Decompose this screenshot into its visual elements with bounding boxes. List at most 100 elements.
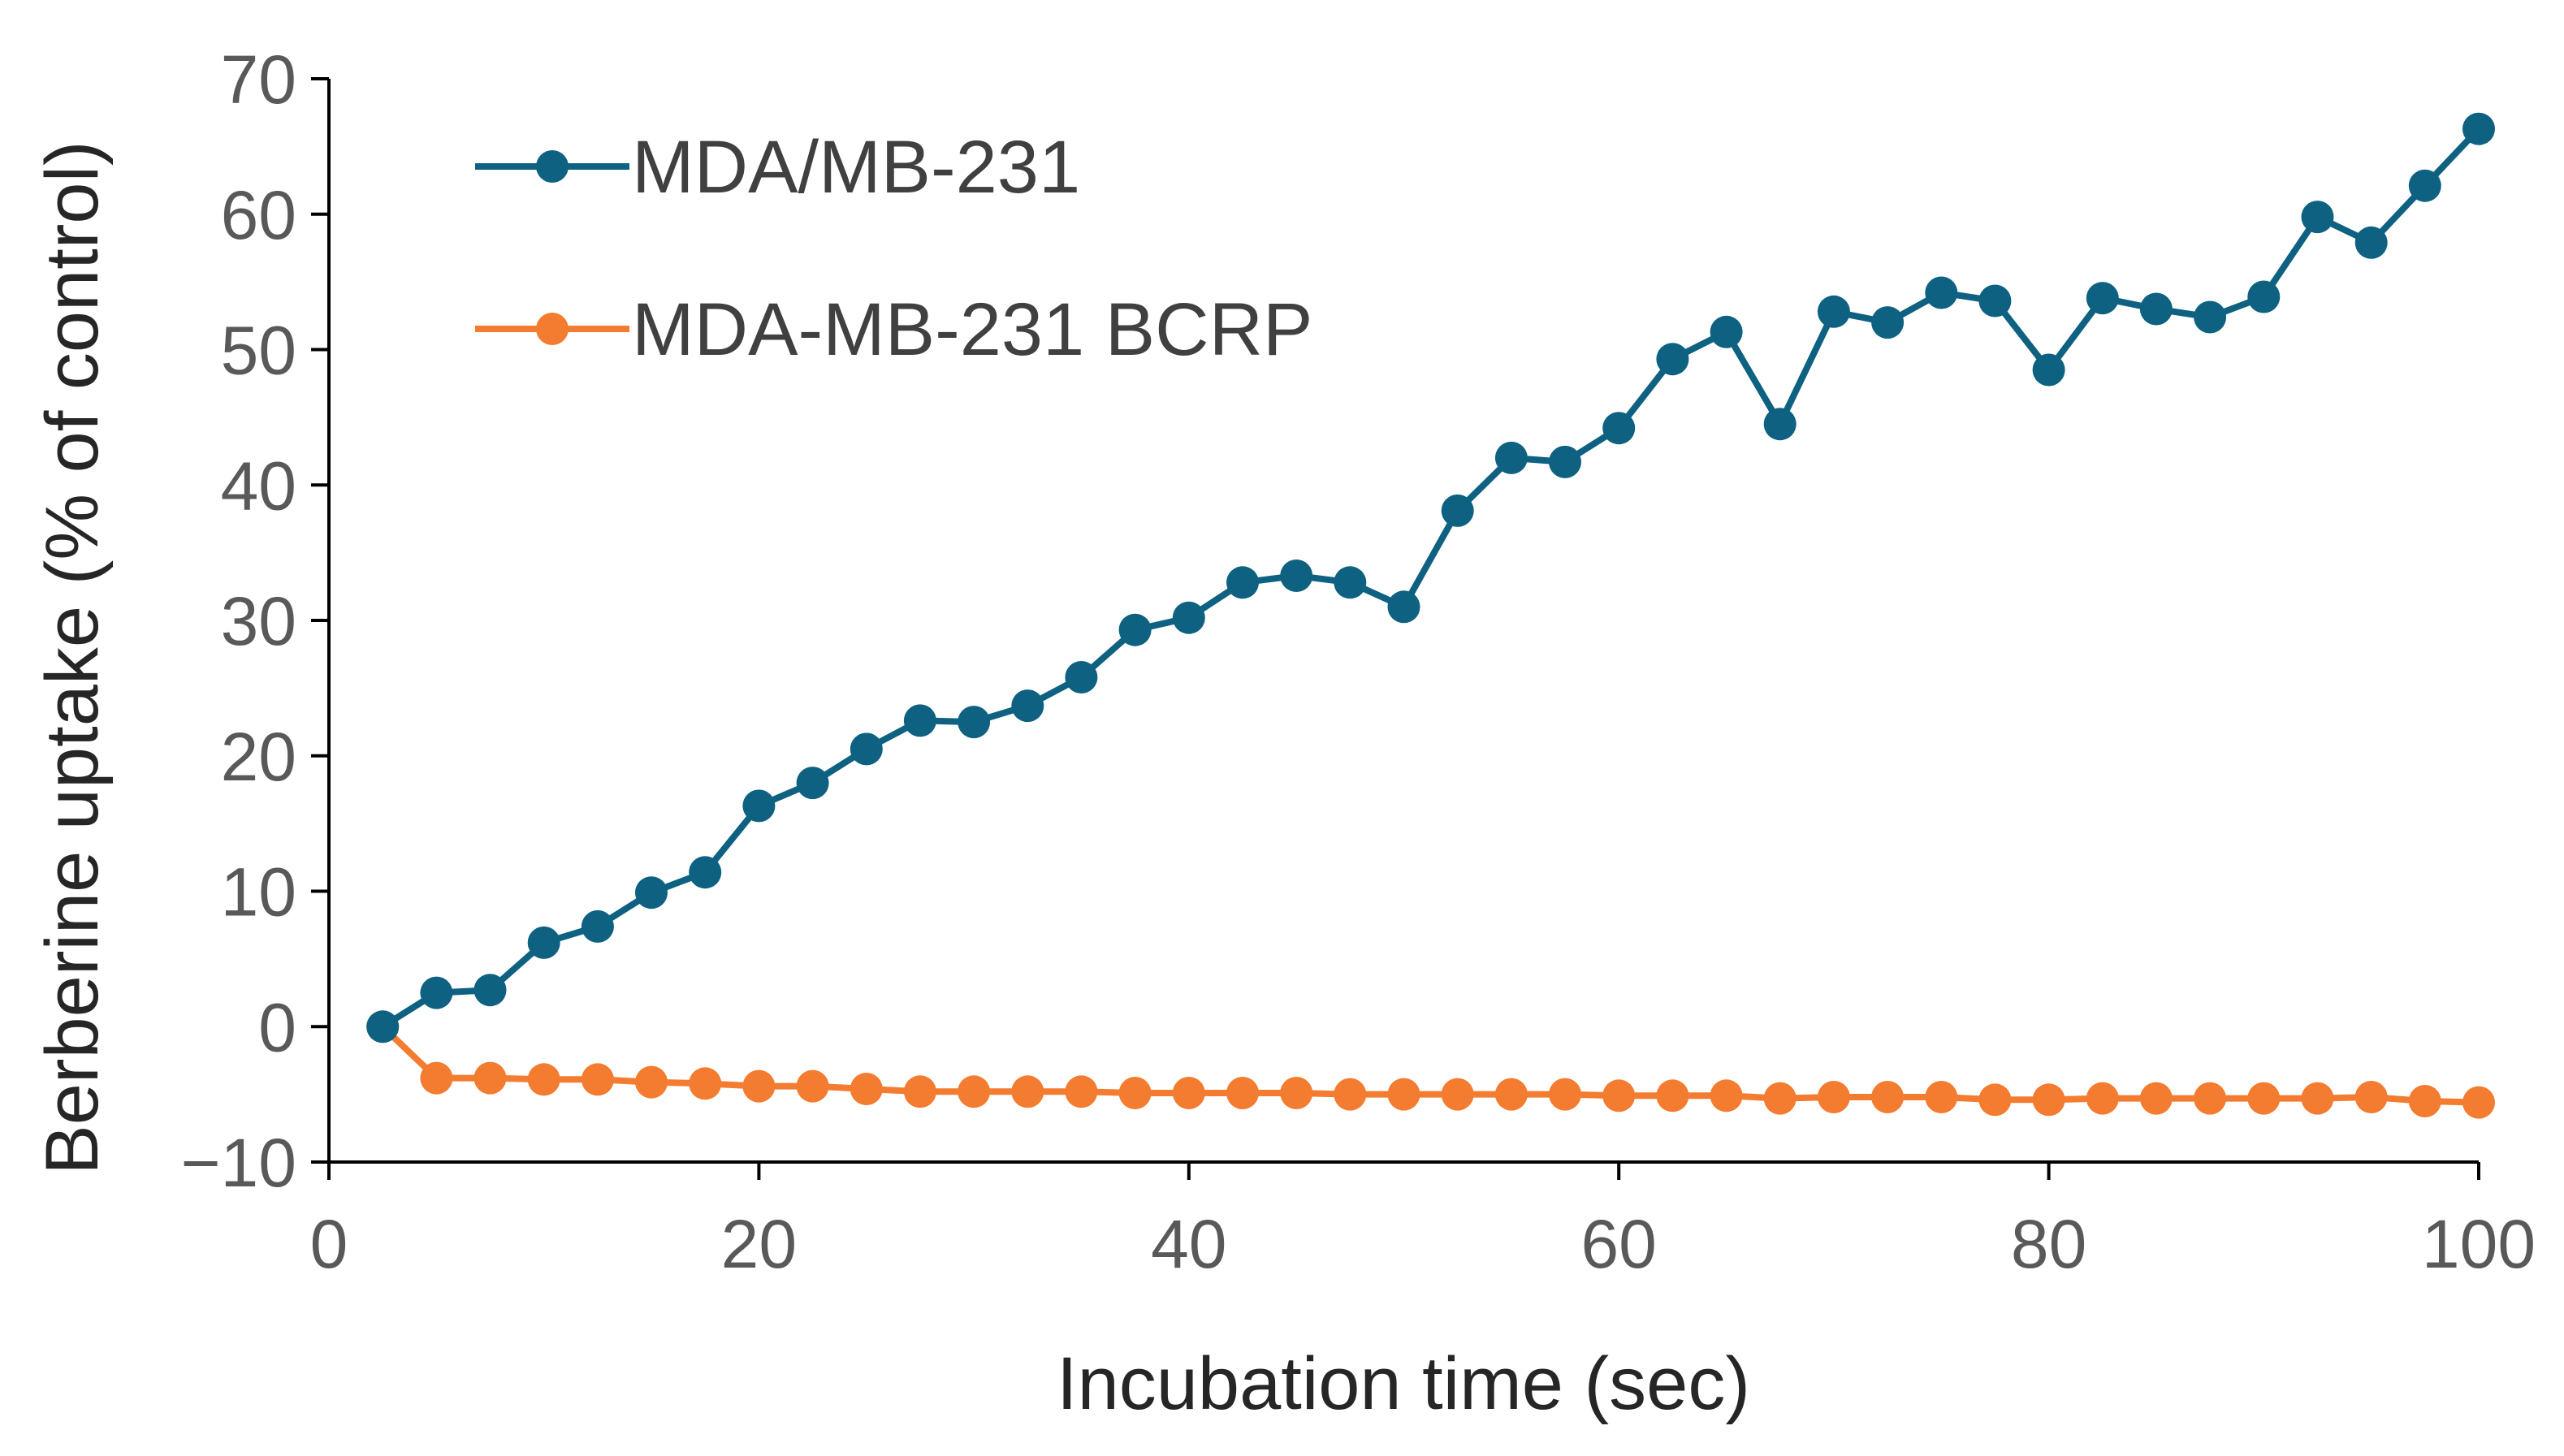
data-point: [1226, 1077, 1259, 1109]
data-point: [581, 1063, 614, 1096]
data-point: [2301, 1082, 2334, 1115]
data-point: [2462, 112, 2495, 145]
data-point: [1494, 1078, 1528, 1111]
data-point: [1925, 1081, 1958, 1113]
data-point: [473, 974, 507, 1007]
data-point: [1172, 1077, 1205, 1109]
series-line: [381, 126, 2481, 1030]
legend-marker: [536, 150, 569, 183]
legend: MDA/MB-231 MDA-MB-231 BCRP: [475, 126, 1312, 371]
data-point: [1817, 295, 1850, 328]
data-point: [2194, 300, 2227, 334]
data-point: [1602, 412, 1636, 445]
data-point: [1710, 1079, 1743, 1113]
data-point: [1280, 1077, 1313, 1109]
data-point: [1978, 1083, 2012, 1117]
data-point: [796, 1069, 829, 1103]
y-axis-title: Berberine uptake (% of control): [31, 140, 114, 1174]
data-point: [581, 909, 614, 943]
data-point: [2462, 1086, 2495, 1119]
data-point: [1656, 343, 1689, 376]
data-point: [1334, 566, 1367, 599]
data-point: [796, 767, 829, 800]
series-mda-mb-231-bcrp: [366, 1010, 2495, 1119]
data-point: [2086, 282, 2119, 315]
y-tick-label: −10: [181, 1125, 297, 1201]
data-point: [1387, 590, 1420, 624]
data-point: [850, 732, 883, 766]
data-point: [1441, 494, 1474, 527]
x-axis-ticks: 0 20 40 60 80 100: [310, 1162, 2536, 1282]
data-point: [1763, 1082, 1797, 1115]
data-point: [1118, 613, 1152, 646]
data-point: [1925, 276, 1958, 309]
legend-item: MDA/MB-231: [475, 126, 1080, 209]
data-point: [1763, 408, 1797, 441]
x-tick-label: 80: [2011, 1206, 2086, 1282]
data-point: [1817, 1081, 1850, 1113]
data-point: [1011, 689, 1044, 723]
data-point: [1494, 441, 1528, 474]
data-point: [2301, 201, 2334, 234]
data-point: [1441, 1078, 1474, 1111]
data-point: [2354, 226, 2388, 259]
y-tick-label: 60: [221, 177, 296, 253]
x-tick-label: 0: [310, 1206, 348, 1282]
data-point: [1656, 1079, 1689, 1113]
data-point: [958, 1075, 991, 1108]
data-point: [366, 1010, 400, 1043]
data-point: [1871, 1081, 1905, 1113]
data-point: [2032, 1083, 2065, 1117]
x-tick-label: 40: [1151, 1206, 1226, 1282]
data-point: [958, 706, 991, 739]
y-tick-label: 70: [221, 41, 296, 118]
data-point: [2194, 1082, 2227, 1115]
data-point: [1011, 1075, 1044, 1108]
data-point: [2139, 1082, 2173, 1115]
data-point: [473, 1061, 507, 1095]
data-point: [2247, 280, 2281, 313]
y-tick-label: 40: [221, 447, 296, 524]
series-mda-mb-231: [366, 112, 2495, 1043]
data-point: [1602, 1079, 1636, 1113]
legend-label: MDA/MB-231: [632, 126, 1080, 209]
y-tick-label: 50: [221, 313, 296, 389]
y-tick-label: 0: [258, 989, 296, 1065]
data-point: [635, 1065, 668, 1099]
data-point: [635, 876, 668, 909]
data-point: [903, 704, 936, 737]
data-point: [1280, 560, 1313, 592]
data-point: [1226, 566, 1259, 599]
data-point: [527, 926, 560, 959]
legend-label: MDA-MB-231 BCRP: [632, 288, 1312, 371]
data-point: [2408, 1085, 2441, 1117]
x-tick-label: 100: [2422, 1206, 2536, 1282]
data-point: [1871, 306, 1905, 339]
data-point: [1549, 445, 1581, 478]
y-tick-label: 20: [221, 719, 296, 795]
data-point: [1549, 1078, 1581, 1111]
data-point: [1172, 601, 1205, 634]
data-point: [689, 1067, 722, 1100]
data-point: [2086, 1082, 2119, 1115]
data-point: [689, 856, 722, 889]
data-point: [2247, 1082, 2281, 1115]
data-point: [2354, 1081, 2388, 1113]
data-point: [903, 1075, 936, 1108]
data-point: [1065, 661, 1098, 693]
data-point: [420, 976, 453, 1009]
data-point: [1065, 1075, 1098, 1108]
data-point: [1118, 1077, 1152, 1109]
y-axis-ticks: 70 60 50 40 30 20 10 0 −10: [181, 41, 329, 1201]
data-point: [2139, 292, 2173, 326]
x-axis-title: Incubation time (sec): [1057, 1342, 1750, 1425]
y-tick-label: 10: [221, 854, 296, 931]
data-point: [850, 1073, 883, 1105]
data-point: [420, 1061, 453, 1095]
series-line: [380, 1024, 2480, 1106]
x-tick-label: 60: [1580, 1206, 1656, 1282]
data-point: [2032, 353, 2065, 387]
data-point: [742, 789, 776, 823]
data-point: [527, 1063, 560, 1096]
